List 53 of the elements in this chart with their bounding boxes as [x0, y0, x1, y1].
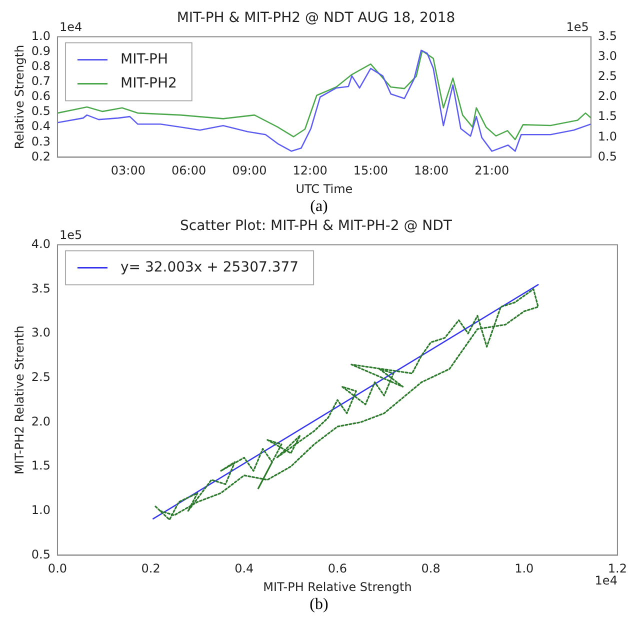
x-tick-label: 15:00 [353, 164, 388, 178]
x-tick-label: 0.2 [141, 562, 160, 576]
text: (a) [309, 198, 329, 216]
x-tick-label: 0.0 [48, 562, 68, 576]
y-tick-label: 3.5 [31, 281, 50, 296]
y-tick-label: 0.6 [31, 89, 50, 104]
x-tick-label: 0.8 [421, 562, 440, 576]
legend-label: y= 32.003x + 25307.377 [120, 259, 299, 276]
legend-label: MIT-PH [120, 51, 168, 68]
text: (b) [308, 596, 330, 614]
y2-tick-label: 3.0 [598, 48, 618, 63]
y2-tick-label: 2.5 [598, 69, 618, 84]
y-tick-label: 1.5 [31, 458, 50, 473]
y-axis-title: Relative Strength [12, 44, 26, 150]
text: 1e4 [59, 20, 82, 34]
y-tick-label: 0.7 [31, 74, 50, 88]
x-axis-title: MIT-PH Relative Strength [263, 580, 412, 594]
text: 1e5 [59, 228, 82, 242]
y-tick-label: 0.4 [31, 119, 50, 134]
y-tick-label: 3.0 [31, 326, 50, 340]
y-tick-label: 1.0 [31, 28, 50, 43]
chart-title: MIT-PH & MIT-PH2 @ NDT AUG 18, 2018 [176, 10, 456, 26]
y-tick-label: 1.0 [31, 502, 50, 517]
x-tick-label: 21:00 [474, 164, 510, 178]
y-tick-label: 0.8 [31, 59, 50, 74]
y2-tick-label: 2.0 [598, 89, 618, 104]
y-tick-label: 2.5 [31, 370, 50, 384]
y2-tick-label: 3.5 [598, 28, 618, 43]
y-tick-label: 0.3 [31, 134, 50, 148]
y2-tick-label: 0.5 [598, 149, 618, 164]
x-tick-label: 0.6 [328, 562, 348, 576]
x-tick-label: 0.4 [234, 562, 254, 576]
x-tick-label: 06:00 [172, 164, 206, 178]
x-tick-label: 1.2 [608, 562, 628, 576]
chart-title: Scatter Plot: MIT-PH & MIT-PH-2 @ NDT [180, 218, 452, 234]
y-axis-title: MIT-PH2 Relative Strenth [12, 326, 26, 474]
y-tick-label: 0.5 [31, 104, 50, 118]
text: 1e4 [594, 573, 618, 588]
y-tick-label: 0.2 [31, 149, 50, 164]
y2-tick-label: 1.5 [598, 109, 618, 124]
y-tick-label: 2.0 [31, 414, 50, 428]
y-tick-label: 0.5 [31, 547, 50, 562]
legend-label: MIT-PH2 [120, 75, 177, 92]
y2-tick-label: 1.0 [598, 129, 618, 144]
x-axis-title: UTC Time [296, 182, 353, 196]
y-tick-label: 4.0 [31, 236, 50, 251]
x-tick-label: 09:00 [232, 164, 267, 178]
x-tick-label: 03:00 [110, 164, 146, 178]
x-tick-label: 12:00 [292, 164, 328, 178]
x-tick-label: 1.0 [514, 562, 534, 576]
text: 1e5 [566, 20, 589, 34]
y-tick-label: 0.9 [31, 44, 50, 58]
x-tick-label: 18:00 [414, 164, 449, 178]
